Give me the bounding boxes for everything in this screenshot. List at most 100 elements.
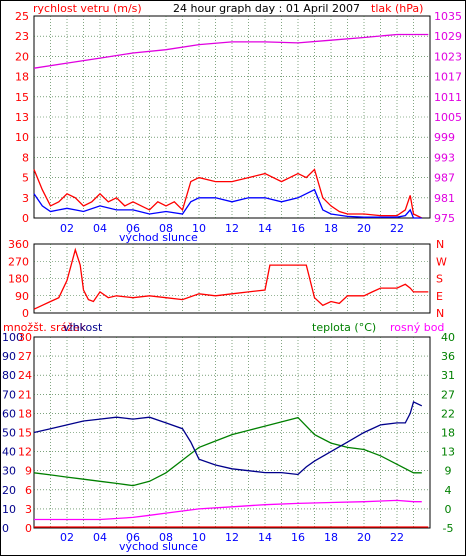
rain-tick-label: 27 [18,350,32,363]
wind-gust-line [33,168,423,219]
hour-tick-label: 18 [324,222,338,235]
temperature-tick-label: 0 [445,503,452,516]
panel-2-grid [34,244,430,313]
wind-tick-label: 15 [15,91,29,104]
rain-tick-label: 18 [18,407,32,420]
hour-tick-label: 12 [225,222,239,235]
rain-tick-label: 21 [18,388,32,401]
panel-3-series [33,400,429,528]
pressure-line [33,33,429,69]
hour-tick-label: 16 [291,222,305,235]
temperature-tick-label: 31 [441,369,455,382]
rain-tick-label: 12 [18,446,32,459]
temperature-line [33,416,422,487]
temperature-tick-label: -5 [443,522,454,535]
humidity-tick-label: 60 [2,407,16,420]
compass-tick-label: W [436,255,447,268]
pressure-tick-label: 1011 [434,91,462,104]
compass-tick-label: S [436,273,443,286]
humidity-tick-label: 50 [2,427,16,440]
direction-tick-label: 0 [22,307,29,320]
compass-tick-label: N [436,238,444,251]
pressure-tick-label: 987 [434,172,455,185]
direction-tick-label: 180 [8,273,29,286]
hour-tick-label: 14 [258,531,272,544]
direction-tick-label: 360 [8,238,29,251]
hour-tick-label: 22 [390,531,404,544]
dew-point-axis-label: rosný bod [390,321,444,334]
hour-tick-label: 06 [126,531,140,544]
humidity-tick-label: 0 [2,522,9,535]
pressure-tick-label: 981 [434,192,455,205]
wind-tick-label: 23 [15,30,29,43]
hour-tick-label: 12 [225,531,239,544]
panel-3-grid [34,337,430,528]
humidity-tick-label: 100 [2,331,23,344]
temperature-tick-label: 27 [441,388,455,401]
wind-tick-label: 10 [15,131,29,144]
panel-3-ticks: 1009080706050403020100302724211815129630… [2,331,455,544]
wind-tick-label: 0 [22,212,29,225]
dew-point-line [34,499,422,521]
hour-tick-label: 04 [93,222,107,235]
wind-tick-label: 8 [22,151,29,164]
hour-tick-label: 14 [258,222,272,235]
temperature-tick-label: 13 [441,446,455,459]
hour-tick-label: 08 [159,222,173,235]
humidity-line [33,400,423,476]
temperature-tick-label: 40 [441,331,455,344]
humidity-tick-label: 30 [2,465,16,478]
compass-tick-label: N [436,307,444,320]
panel-1-grid [34,16,430,218]
humidity-tick-label: 40 [2,446,16,459]
pressure-tick-label: 1023 [434,50,462,63]
direction-tick-label: 270 [8,255,29,268]
hour-tick-label: 22 [390,222,404,235]
chart-title: 24 hour graph day : 01 April 2007 [173,2,360,15]
hour-tick-label: 04 [93,531,107,544]
hour-tick-label: 16 [291,531,305,544]
temperature-tick-label: 9 [445,465,452,478]
wind-speed-axis-label: rychlost vetru (m/s) [33,2,142,15]
rain-tick-label: 15 [18,427,32,440]
hour-tick-label: 08 [159,531,173,544]
wind-tick-label: 18 [15,71,29,84]
temperature-axis-label: teplota (°C) [312,321,376,334]
humidity-tick-label: 90 [2,350,16,363]
wind-tick-label: 25 [15,10,29,23]
pressure-tick-label: 1035 [434,10,462,23]
wind-tick-label: 5 [22,172,29,185]
wind-average-line [33,188,422,219]
temperature-tick-label: 18 [441,427,455,440]
humidity-tick-label: 20 [2,484,16,497]
rain-tick-label: 3 [25,503,32,516]
humidity-tick-label: 70 [2,388,16,401]
pressure-tick-label: 993 [434,151,455,164]
hour-tick-label: 02 [60,531,74,544]
panel-1-series [33,33,429,219]
direction-tick-label: 90 [15,290,29,303]
pressure-tick-label: 975 [434,212,455,225]
pressure-axis-label: tlak (hPa) [371,2,423,15]
humidity-tick-label: 80 [2,369,16,382]
wind-direction-line [33,247,429,310]
panel-1-ticks: 25 23 20 18 15 13 10 8 5 3 0 1035 1029 1023 1017 1011 10… [15,10,462,235]
pressure-tick-label: 1017 [434,71,462,84]
hour-tick-label: 10 [192,222,206,235]
rain-tick-label: 30 [18,331,32,344]
pressure-tick-label: 1005 [434,111,462,124]
humidity-tick-label: 10 [2,503,16,516]
sunrise-label-2: východ slunce [119,540,198,553]
rain-tick-label: 0 [25,522,32,535]
panel-2-series [33,247,429,310]
hour-tick-label: 10 [192,531,206,544]
hour-tick-label: 02 [60,222,74,235]
temperature-tick-label: 22 [441,407,455,420]
temperature-tick-label: 4 [445,484,452,497]
pressure-tick-label: 999 [434,131,455,144]
rain-tick-label: 9 [25,465,32,478]
hour-tick-label: 20 [357,222,371,235]
